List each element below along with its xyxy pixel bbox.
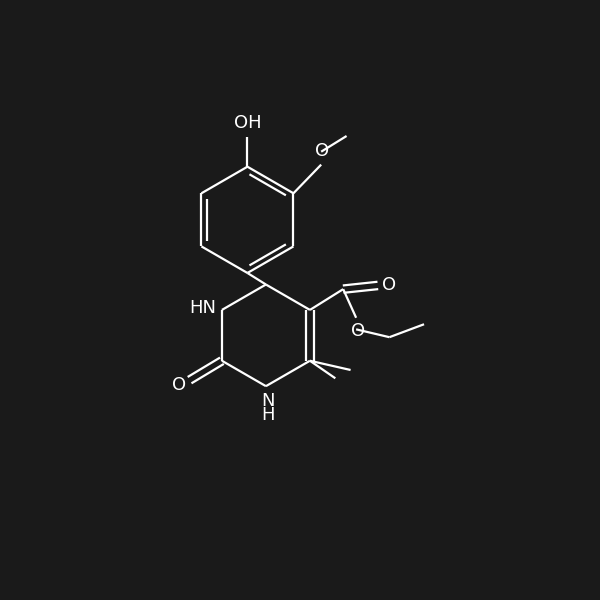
Text: OH: OH — [233, 114, 261, 132]
Text: O: O — [315, 142, 329, 160]
Text: O: O — [172, 376, 187, 394]
Text: N: N — [262, 392, 275, 410]
Text: O: O — [352, 322, 365, 340]
Text: H: H — [262, 406, 275, 424]
Text: HN: HN — [189, 299, 216, 317]
Text: O: O — [382, 277, 397, 295]
